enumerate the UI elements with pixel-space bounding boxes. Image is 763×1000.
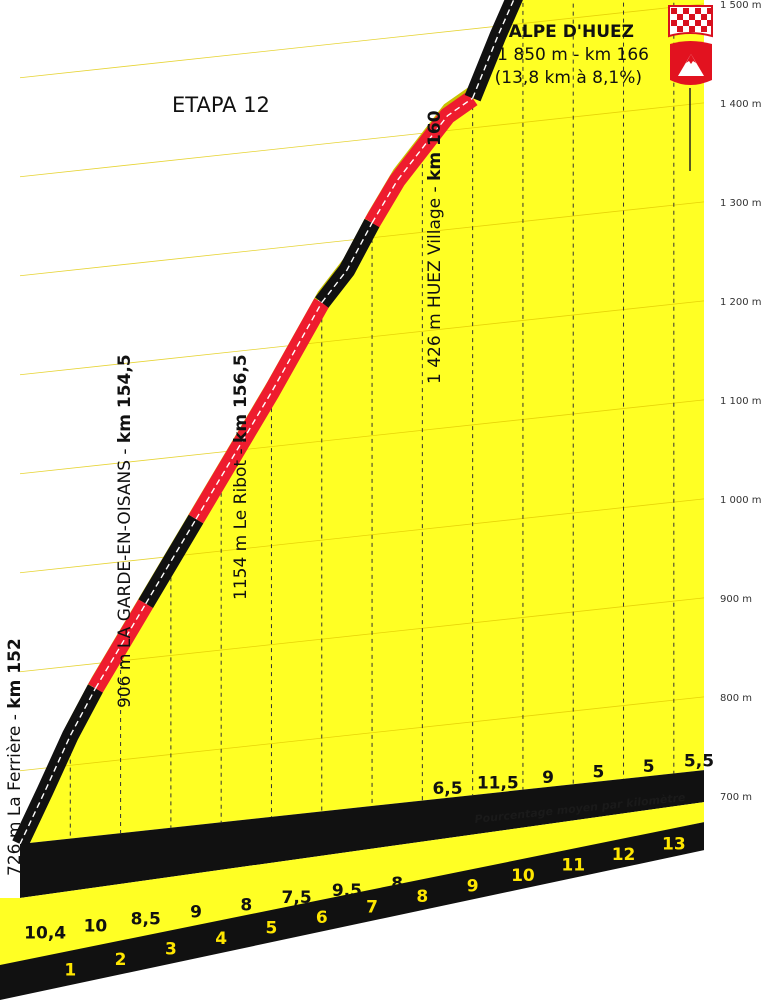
- km-percentage: 5,5: [684, 752, 714, 772]
- km-percentage: 8: [240, 895, 252, 915]
- checkered-flag-icon: [668, 5, 713, 38]
- waypoint-label: 1 426 m HUEZ Village - km 160: [425, 110, 445, 384]
- km-marker: 1: [64, 960, 76, 980]
- waypoint-name: 1154 m Le Ribot -: [231, 443, 251, 600]
- base-top: [20, 770, 704, 898]
- km-marker: 13: [662, 834, 686, 854]
- waypoint-km: km 160: [425, 110, 445, 181]
- base-bottom: [0, 822, 704, 1000]
- waypoint-name: 906 m LA GARDE-EN-OISANS -: [115, 443, 135, 708]
- finish-name: ALPE D'HUEZ: [509, 22, 634, 42]
- road-centerline: [94, 603, 147, 689]
- profile-area: [20, 0, 704, 844]
- waypoint-km: km 152: [5, 638, 25, 708]
- km-percentage: 8,5: [131, 909, 161, 929]
- finish-climb: (13,8 km à 8,1%): [495, 68, 642, 88]
- waypoint-label: 906 m LA GARDE-EN-OISANS - km 154,5: [115, 354, 135, 708]
- altitude-gridline: [19, 300, 705, 376]
- y-tick-label: 1 400 m: [720, 99, 762, 110]
- waypoint-name: 1 426 m HUEZ Village -: [425, 181, 445, 384]
- waypoint-km: km 156,5: [231, 354, 251, 443]
- stage-label: ETAPA 12: [172, 93, 270, 117]
- waypoint-km: km 154,5: [115, 354, 135, 443]
- km-marker: 3: [165, 939, 177, 959]
- mountain-marker-icon: [670, 41, 712, 171]
- altitude-gridline: [19, 3, 705, 79]
- road-centerline: [321, 222, 373, 303]
- km-percentage: 8: [391, 874, 403, 894]
- km-percentage: 10,4: [24, 923, 66, 943]
- road-centerline: [195, 302, 323, 520]
- base-front-left: [0, 898, 20, 965]
- y-tick-label: 1 100 m: [720, 396, 762, 407]
- road-centerline: [145, 518, 197, 605]
- altitude-gridline: [19, 696, 705, 772]
- km-marker: 12: [612, 845, 636, 865]
- y-tick-label: 1 300 m: [720, 198, 762, 209]
- altitude-gridline: [19, 498, 705, 574]
- km-marker: 11: [561, 855, 585, 875]
- y-tick-label: 1 500 m: [720, 0, 762, 11]
- road-centerline: [371, 97, 474, 224]
- km-percentage: 9: [542, 768, 554, 788]
- km-percentage: 9,5: [332, 881, 362, 901]
- km-percentage: 5: [592, 763, 604, 783]
- y-tick-label: 900 m: [720, 594, 752, 605]
- altitude-gridline: [19, 102, 705, 178]
- km-marker: 2: [115, 950, 127, 970]
- road-centerline: [471, 0, 515, 99]
- km-percentage: 6,5: [432, 779, 462, 799]
- base-front: [20, 802, 704, 965]
- waypoint-label: 1154 m Le Ribot - km 156,5: [231, 354, 251, 600]
- km-percentage: 9: [190, 902, 202, 922]
- waypoint-name: 726 m La Ferrière -: [5, 709, 25, 876]
- finish-detail: 1 850 m - km 166: [497, 45, 649, 65]
- y-tick-label: 700 m: [720, 792, 752, 803]
- altitude-gridline: [19, 399, 705, 475]
- km-marker: 9: [467, 876, 479, 896]
- km-marker: 6: [316, 908, 328, 928]
- km-percentage: 7,5: [282, 888, 312, 908]
- altitude-gridline: [19, 597, 705, 673]
- km-marker: 4: [215, 929, 227, 949]
- road-segment-black: [12, 684, 103, 848]
- km-marker: 7: [366, 897, 378, 917]
- y-tick-label: 800 m: [720, 693, 752, 704]
- km-marker: 5: [266, 918, 278, 938]
- waypoint-label: 726 m La Ferrière - km 152: [5, 638, 25, 876]
- y-tick-label: 1 000 m: [720, 495, 762, 506]
- km-percentage: 10: [84, 916, 108, 936]
- km-marker: 8: [416, 887, 428, 907]
- km-percentage: 5: [643, 757, 655, 777]
- km-percentage: 11,5: [477, 773, 519, 793]
- km-marker: 10: [511, 866, 535, 886]
- y-tick-label: 1 200 m: [720, 297, 762, 308]
